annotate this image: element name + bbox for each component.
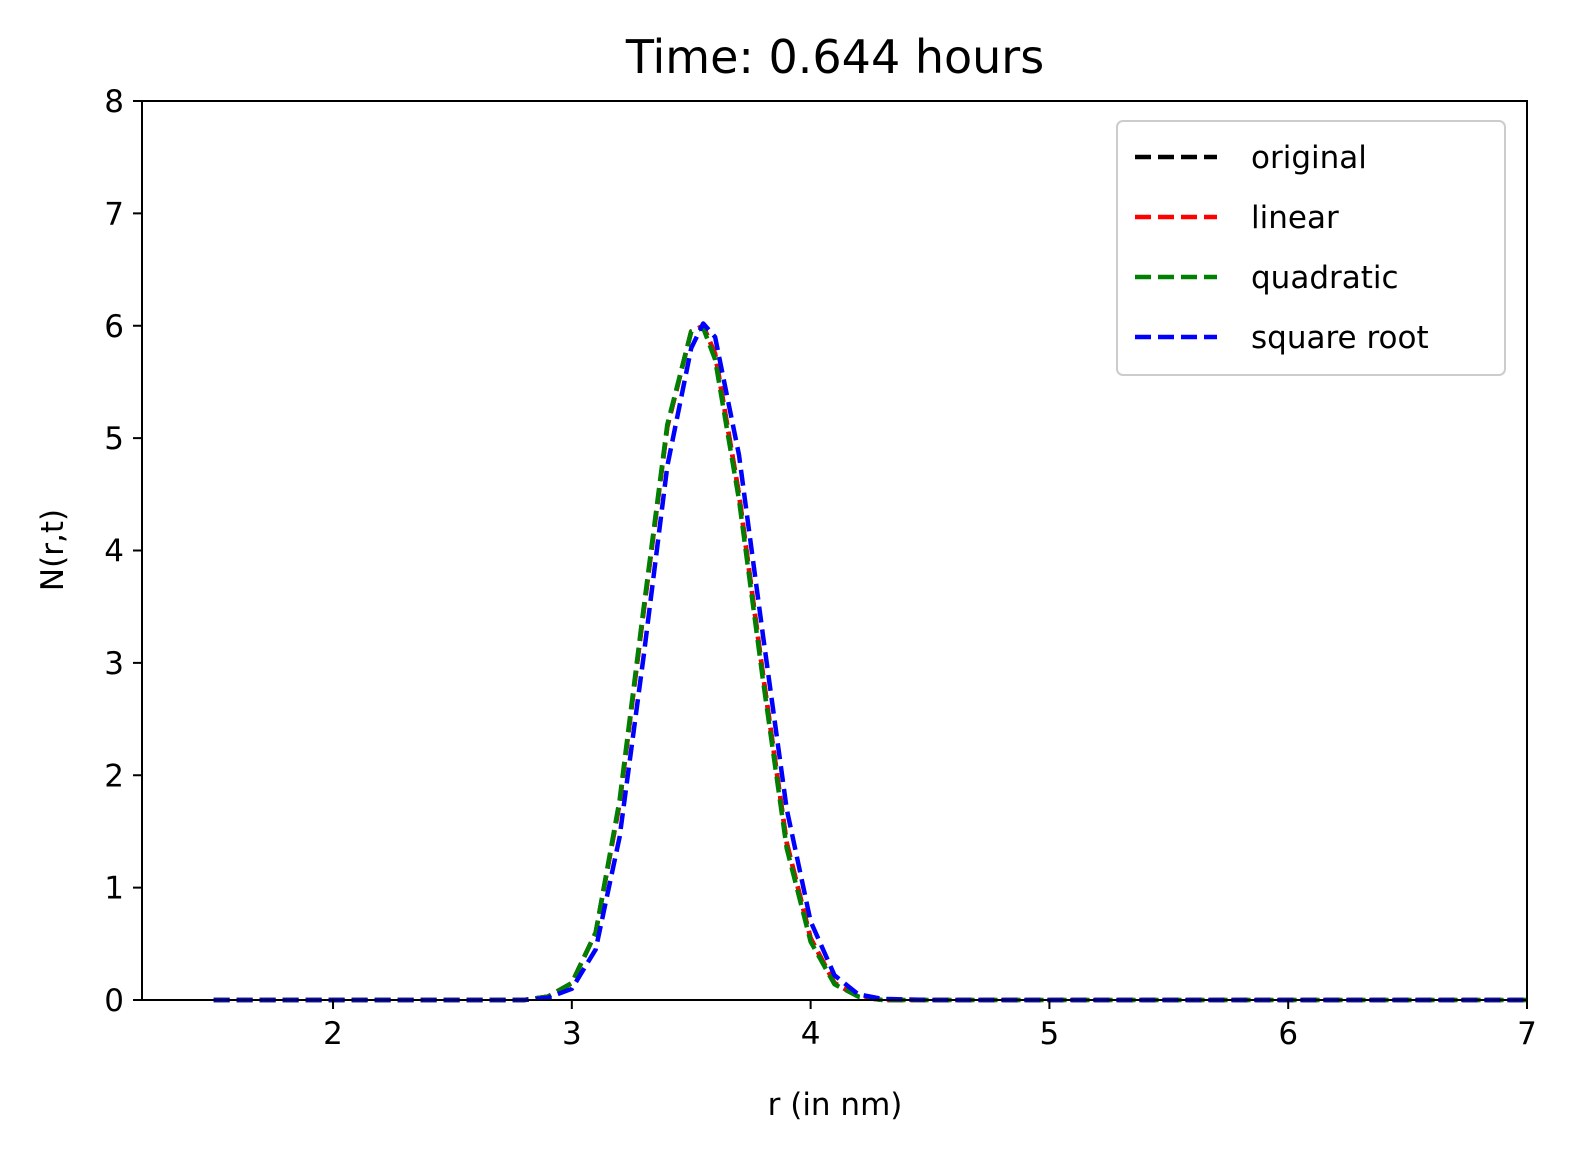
y-tick-label: 1 xyxy=(104,871,124,907)
legend-label-linear: linear xyxy=(1251,200,1339,236)
x-axis-ticks: 2 3 4 5 6 7 xyxy=(323,1000,1537,1052)
legend-label-original: original xyxy=(1251,140,1367,176)
legend-label-quadratic: quadratic xyxy=(1251,260,1399,296)
x-tick-label: 3 xyxy=(562,1016,582,1052)
y-axis-ticks: 0 1 2 3 4 5 6 7 8 xyxy=(104,84,142,1019)
x-tick-label: 6 xyxy=(1278,1016,1298,1052)
y-tick-label: 8 xyxy=(104,84,124,120)
plot-area xyxy=(141,100,1528,1003)
y-tick-label: 6 xyxy=(104,309,124,345)
legend: original linear quadratic square root xyxy=(1116,120,1506,376)
y-tick-label: 4 xyxy=(104,534,124,570)
y-tick-label: 2 xyxy=(104,758,124,794)
y-tick-label: 3 xyxy=(104,646,124,682)
x-tick-label: 4 xyxy=(801,1016,821,1052)
x-tick-label: 2 xyxy=(323,1016,343,1052)
x-tick-label: 7 xyxy=(1517,1016,1537,1052)
x-tick-label: 5 xyxy=(1040,1016,1060,1052)
y-axis-label: N(r,t) xyxy=(35,509,71,591)
chart-title: Time: 0.644 hours xyxy=(625,30,1044,84)
y-tick-label: 7 xyxy=(104,196,124,232)
y-tick-label: 0 xyxy=(104,983,124,1019)
legend-box xyxy=(1116,120,1506,376)
x-axis-label: r (in nm) xyxy=(768,1087,903,1123)
legend-label-square-root: square root xyxy=(1251,320,1429,356)
y-tick-label: 5 xyxy=(104,421,124,457)
